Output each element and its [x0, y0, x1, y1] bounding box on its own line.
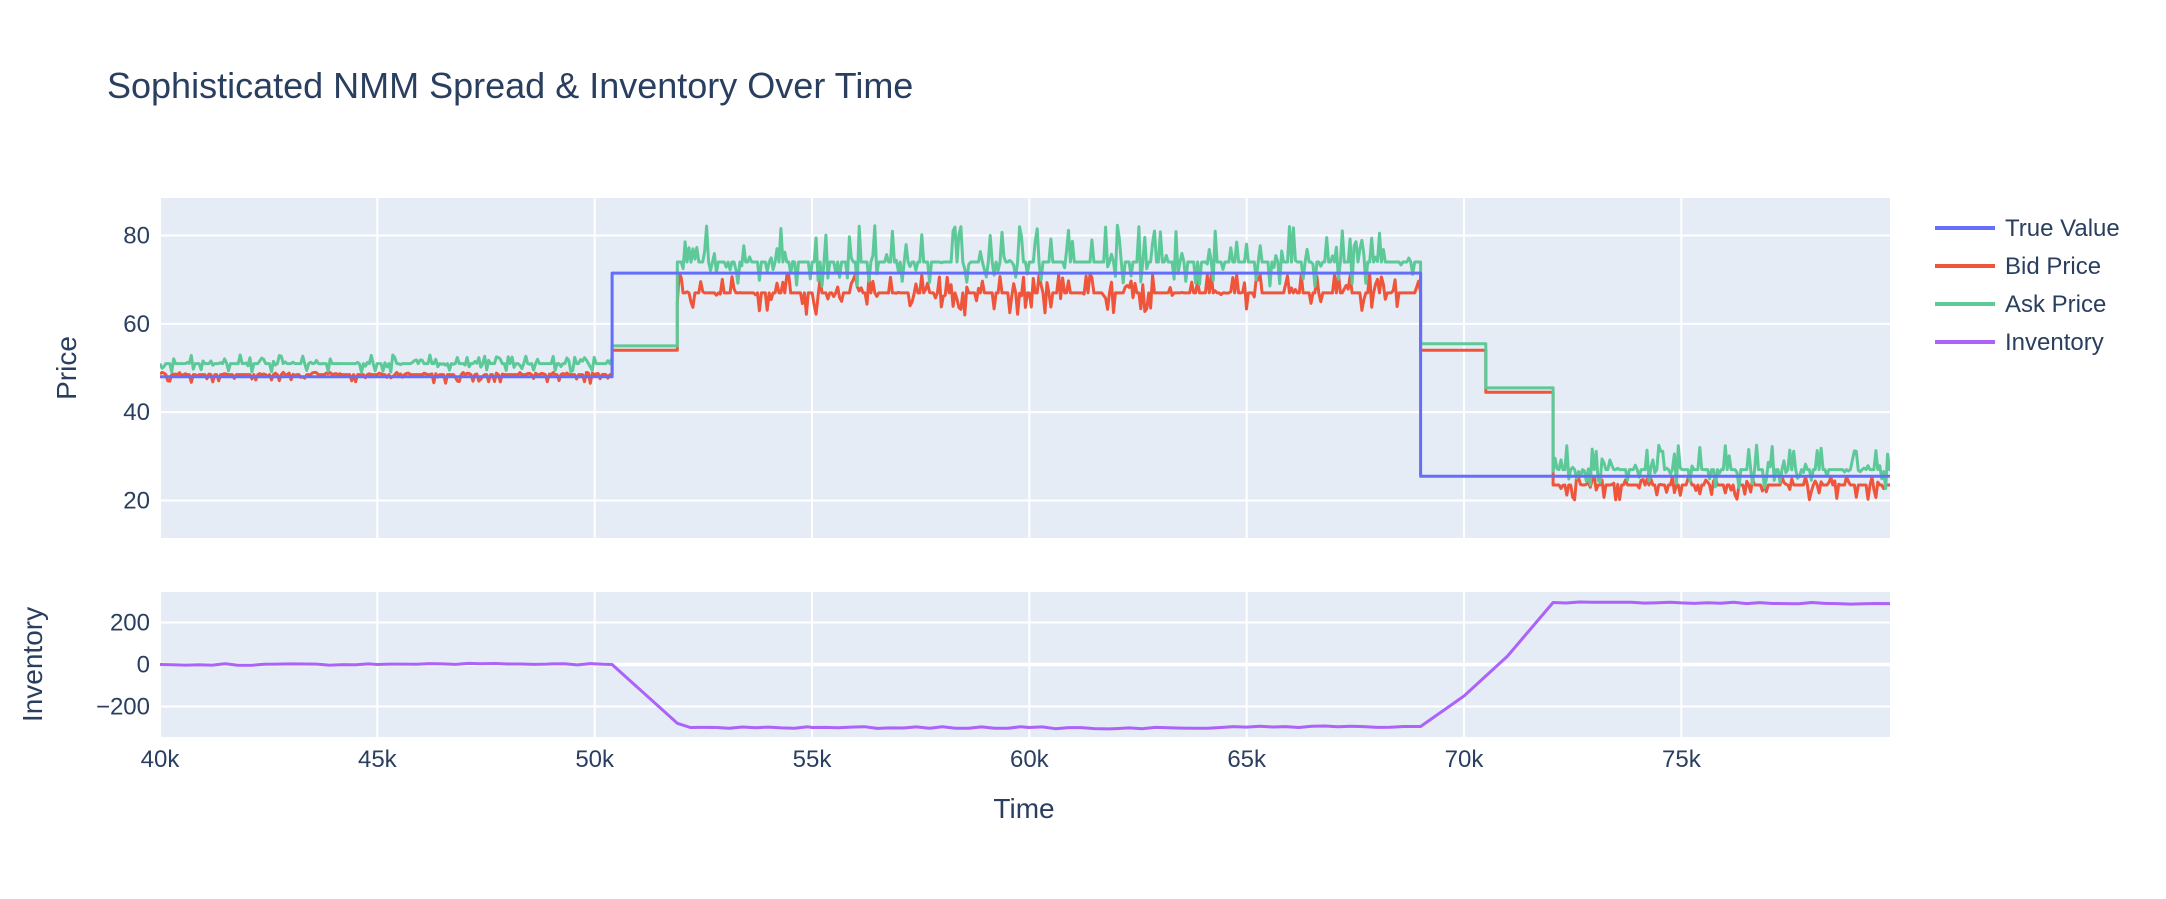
plot-area-price	[160, 198, 1890, 538]
legend[interactable]: True Value Bid Price Ask Price Inventory	[1935, 215, 2120, 356]
plot-panels: 20 40 60 80 Price 200 0 −200 Inventory 40k 45k 50k 5…	[17, 198, 1890, 773]
legend-item-ask-price[interactable]: Ask Price	[1935, 291, 2106, 318]
x-tick-label: 40k	[141, 746, 181, 773]
y-tick-label: 200	[110, 609, 150, 636]
legend-label: Ask Price	[2005, 291, 2106, 318]
y-tick-label: 60	[123, 311, 150, 338]
series-line-bid-price	[160, 271, 1890, 502]
series-line-true-value	[160, 271, 1890, 478]
legend-item-inventory[interactable]: Inventory	[1935, 329, 2104, 356]
x-tick-label: 60k	[1010, 746, 1050, 773]
x-tick-label: 50k	[575, 746, 615, 773]
legend-label: True Value	[2005, 215, 2120, 242]
series-line-inventory	[160, 600, 1890, 731]
legend-item-bid-price[interactable]: Bid Price	[1935, 253, 2101, 280]
y-tick-label: 20	[123, 487, 150, 514]
x-tick-label: 75k	[1662, 746, 1702, 773]
x-axis-title: Time	[993, 793, 1054, 824]
x-tick-label: 65k	[1227, 746, 1267, 773]
y-tick-label: 80	[123, 223, 150, 250]
y-axis-title-price: Price	[51, 336, 82, 400]
legend-label: Inventory	[2005, 329, 2104, 356]
y-axis-title-inventory: Inventory	[17, 607, 48, 722]
x-ticks: 40k 45k 50k 55k 60k 65k 70k 75k	[141, 746, 1702, 773]
y-tick-label: −200	[96, 694, 150, 721]
series-line-ask-price	[160, 223, 1890, 490]
x-tick-label: 55k	[793, 746, 833, 773]
chart-title: Sophisticated NMM Spread & Inventory Ove…	[107, 65, 913, 106]
legend-item-true-value[interactable]: True Value	[1935, 215, 2120, 242]
y-tick-label: 0	[137, 652, 150, 679]
y-tick-label: 40	[123, 399, 150, 426]
legend-label: Bid Price	[2005, 253, 2101, 280]
x-tick-label: 70k	[1445, 746, 1485, 773]
x-tick-label: 45k	[358, 746, 398, 773]
